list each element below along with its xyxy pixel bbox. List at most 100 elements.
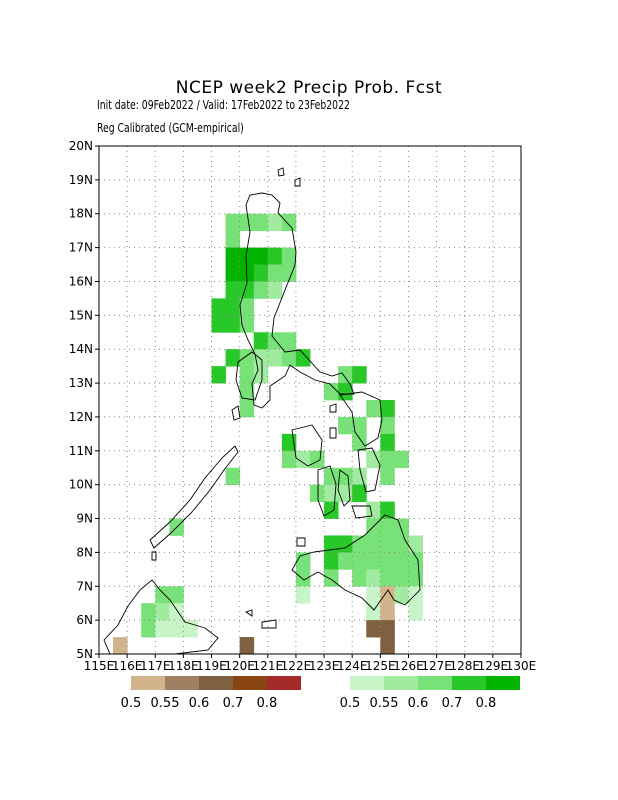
legend-swatch (418, 676, 452, 690)
probability-cell (155, 586, 170, 604)
probability-cell (352, 535, 367, 553)
legend-label: 0.8 (257, 696, 278, 711)
probability-cell (211, 366, 226, 384)
legend-swatch (452, 676, 486, 690)
probability-cell (239, 637, 255, 654)
probability-cell (338, 484, 353, 502)
probability-cell (380, 518, 395, 536)
probability-cell (380, 637, 395, 654)
legend-swatch (131, 676, 165, 690)
coast-leyte (357, 447, 381, 493)
coast-cebu (337, 469, 351, 507)
probability-cell (295, 349, 311, 367)
probability-cell (253, 332, 269, 350)
coast-mindanao (291, 514, 421, 611)
legend-swatch (486, 676, 520, 690)
map-frame (98, 145, 522, 655)
lat-tick-label: 6N (76, 613, 93, 627)
legend-label: 0.8 (476, 696, 497, 711)
probability-cell (267, 349, 283, 367)
probability-cell (295, 586, 311, 604)
legend-swatch (165, 676, 199, 690)
probability-cell (239, 383, 255, 401)
probability-cell (310, 484, 325, 502)
probability-cell (408, 603, 423, 621)
probability-cell (380, 569, 395, 587)
probability-cell (366, 552, 381, 570)
probability-cell (253, 247, 269, 265)
probability-cells (113, 213, 423, 654)
probability-cell (338, 552, 353, 570)
lat-tick-label: 17N (69, 241, 93, 255)
probability-cell (281, 332, 297, 350)
probability-cell (225, 213, 241, 232)
lat-tick-label: 16N (69, 274, 93, 288)
lon-tick-label: 118E (168, 659, 199, 673)
probability-cell (253, 213, 269, 232)
probability-cell (394, 586, 409, 604)
lon-tick-label: 126E (393, 659, 424, 673)
probability-cell (324, 383, 339, 401)
coast-samar (339, 391, 383, 447)
probability-cell (352, 416, 367, 435)
probability-cell (352, 552, 367, 570)
lat-tick-label: 11N (69, 444, 93, 458)
legend-label: 0.5 (340, 696, 361, 711)
lon-tick-label: 115E (84, 659, 115, 673)
coast-bohol (351, 505, 373, 519)
lon-tick-label: 125E (365, 659, 396, 673)
probability-cell (352, 569, 367, 587)
probability-cell (366, 400, 381, 418)
probability-cell (169, 603, 184, 621)
coast-mindoro (235, 351, 263, 401)
probability-cell (324, 484, 339, 502)
probability-cell (267, 281, 283, 299)
coastlines (103, 167, 421, 655)
probability-cell (281, 349, 297, 367)
probability-cell (408, 569, 423, 587)
probability-cell (310, 450, 325, 469)
lon-tick-label: 124E (337, 659, 368, 673)
probability-cell (239, 400, 255, 418)
probability-cell (281, 264, 297, 282)
probability-cell (225, 230, 241, 248)
probability-cell (225, 264, 241, 282)
probability-cell (338, 383, 353, 401)
probability-cell (380, 433, 395, 452)
probability-cell (211, 298, 226, 316)
probability-cell (225, 247, 241, 265)
probability-cell (380, 603, 395, 621)
lon-tick-label: 129E (478, 659, 509, 673)
probability-cell (169, 620, 184, 638)
probability-cell (281, 433, 297, 452)
legend-label: 0.6 (408, 696, 429, 711)
lon-tick-label: 119E (196, 659, 227, 673)
probability-cell (366, 535, 381, 553)
probability-cell (141, 603, 156, 621)
grid-lines (99, 146, 521, 654)
probability-cell (225, 298, 241, 316)
coast-negros (317, 465, 337, 517)
probability-cell (281, 213, 297, 232)
probability-cell (338, 366, 353, 384)
probability-cell (408, 535, 423, 553)
lat-tick-label: 13N (69, 376, 93, 390)
probability-cell (183, 620, 198, 638)
probability-cell (239, 213, 255, 232)
probability-cell (225, 467, 241, 486)
probability-cell (239, 298, 255, 316)
probability-cell (267, 213, 283, 232)
probability-cell (324, 569, 339, 587)
probability-cell (338, 416, 353, 435)
lat-tick-label: 15N (69, 308, 93, 322)
probability-cell (380, 586, 395, 604)
probability-cell (366, 603, 381, 621)
probability-cell (324, 535, 339, 553)
probability-cell (380, 535, 395, 553)
probability-cell (380, 400, 395, 418)
probability-cell (113, 637, 128, 654)
wet-probability-legend: 0.5 0.55 0.6 0.7 0.8 (340, 676, 520, 711)
lat-tick-label: 14N (69, 342, 93, 356)
probability-cell (352, 484, 367, 502)
probability-cell (281, 450, 297, 469)
